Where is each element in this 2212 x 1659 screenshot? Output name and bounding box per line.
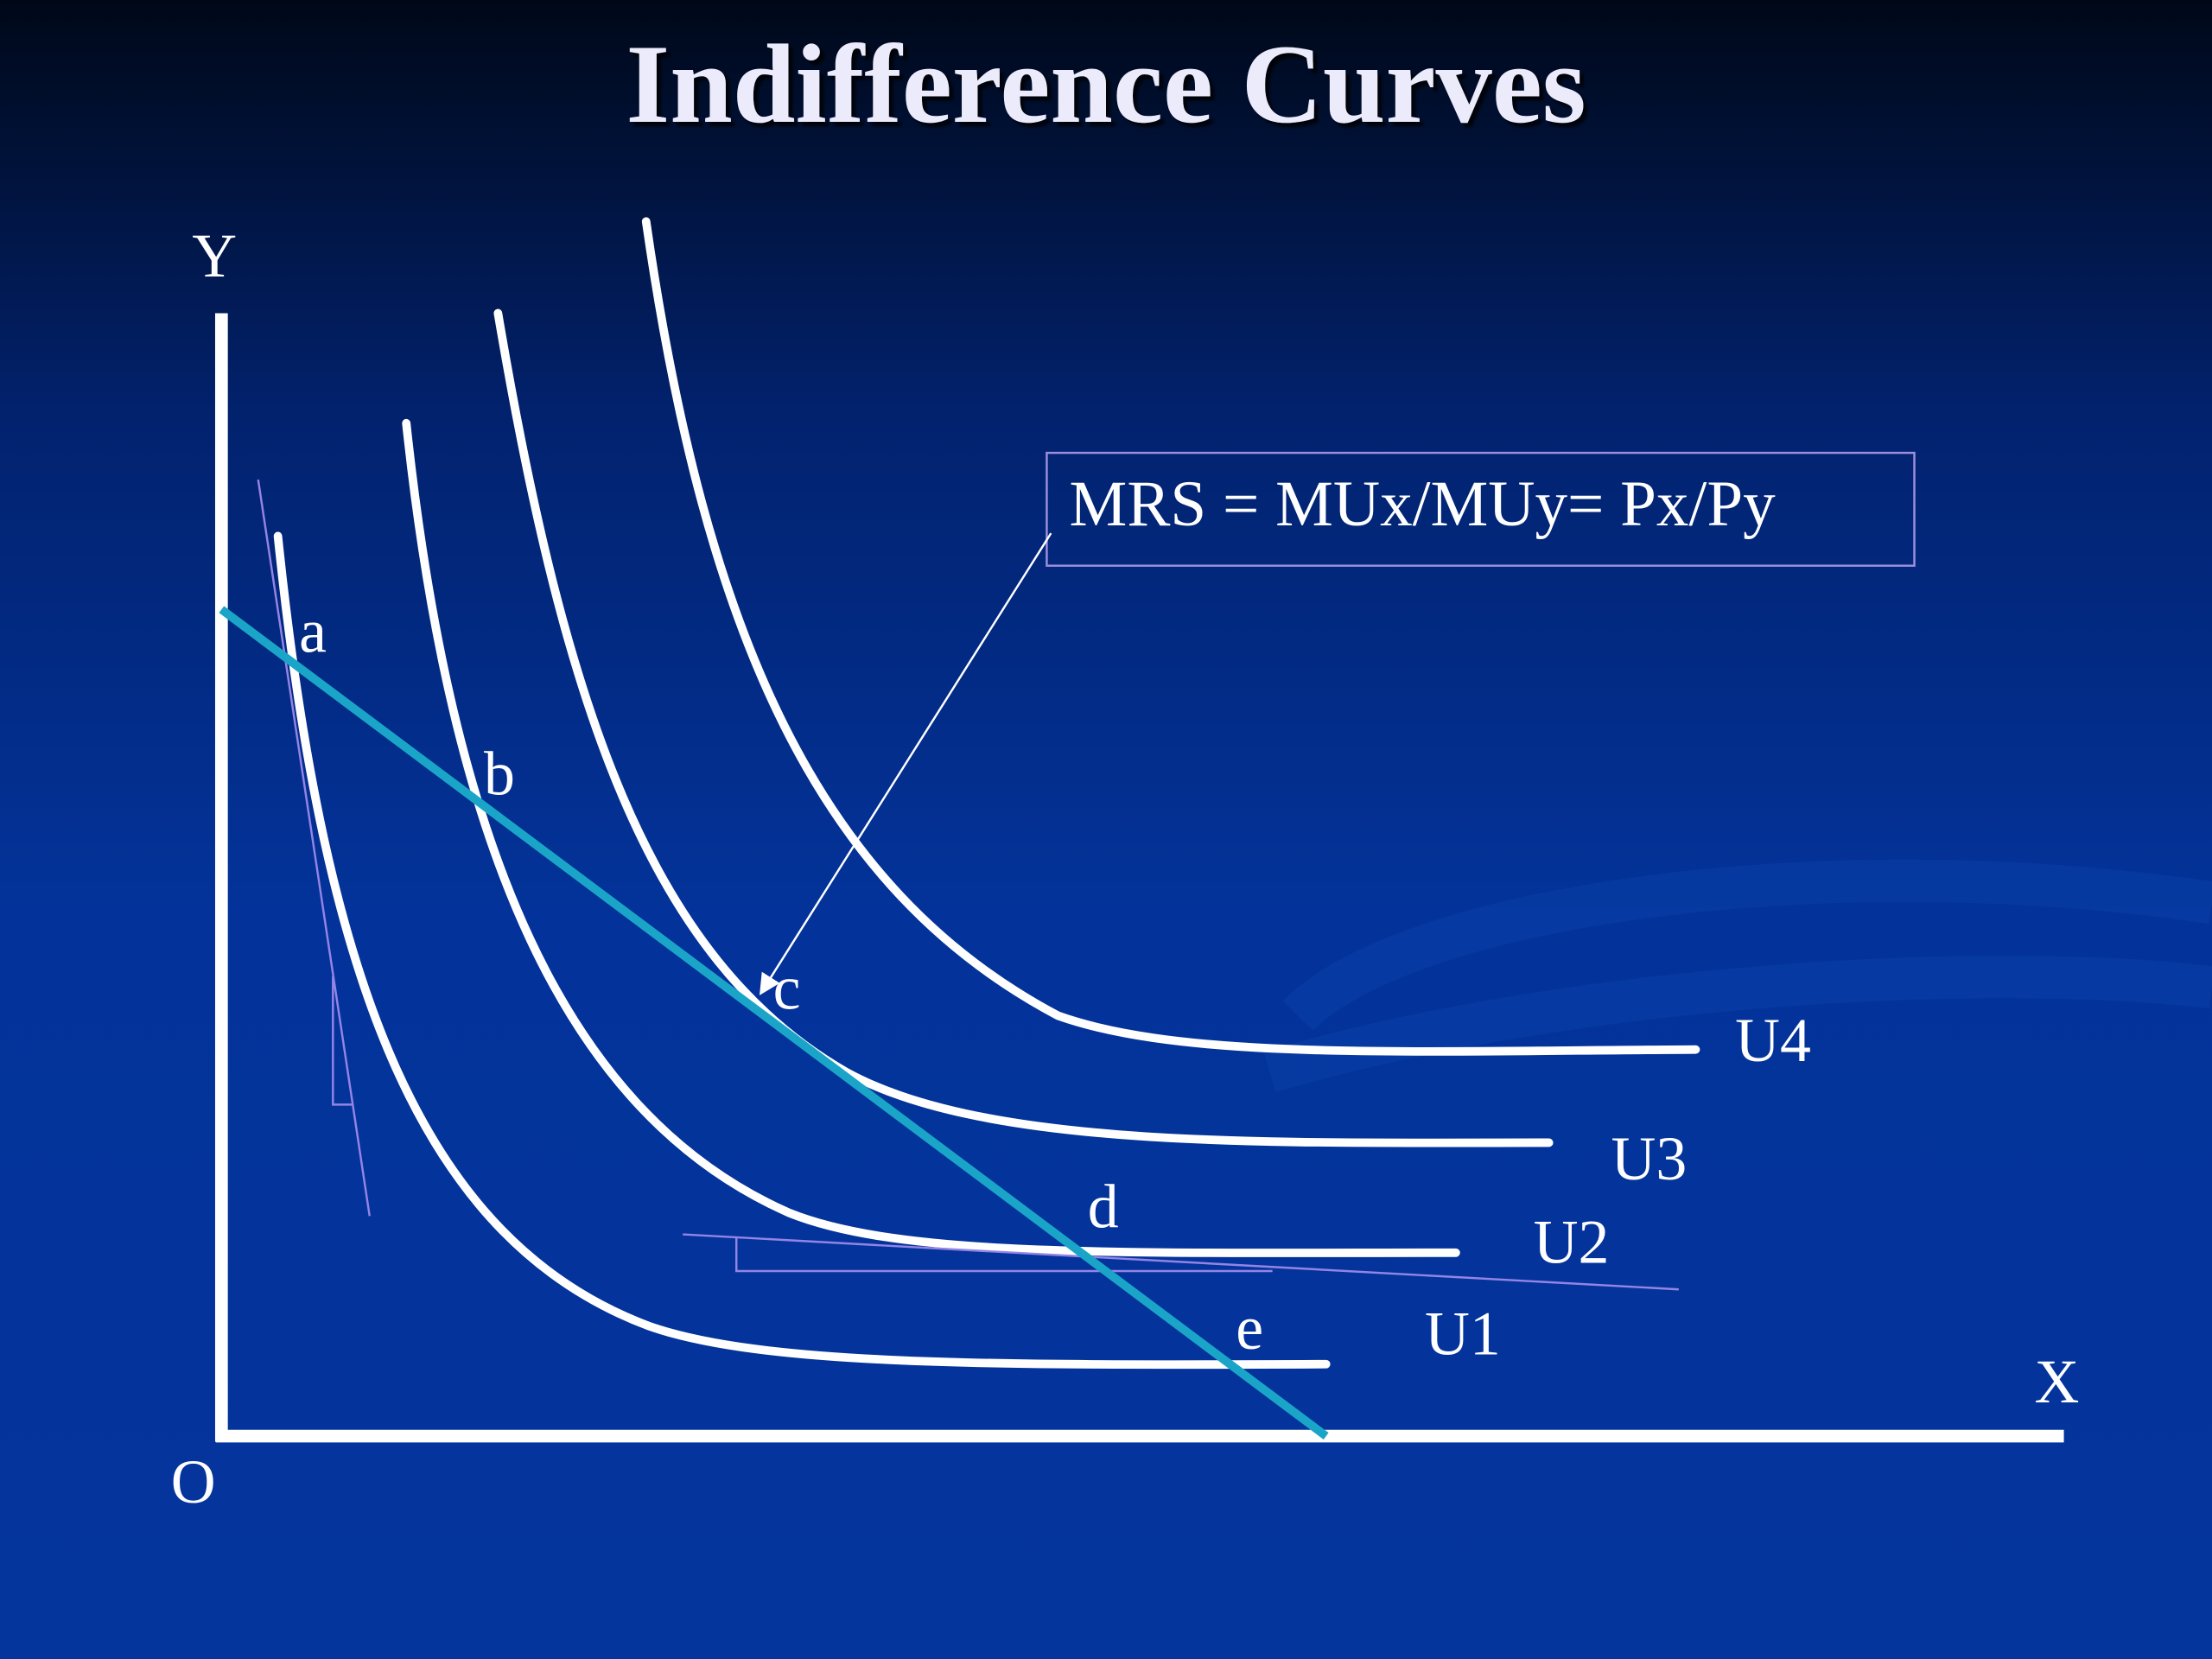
budget-line [219, 606, 1329, 1440]
slope-triangle-d [735, 1236, 1273, 1273]
point-label: c [773, 954, 801, 1023]
decoration [1263, 859, 2212, 1093]
curve-label: U3 [1611, 1124, 1687, 1193]
tangent-a [257, 479, 371, 1217]
curve-label: U4 [1735, 1006, 1811, 1075]
curve-u2 [402, 418, 1460, 1257]
curve-u1 [273, 531, 1331, 1370]
curve-label: U2 [1534, 1207, 1610, 1276]
origin-label: O [171, 1447, 216, 1516]
slide-title: Indifference Curves [626, 22, 1586, 147]
tangent-d [683, 1233, 1679, 1291]
point-label: a [299, 596, 327, 665]
formula: MRS = MUx/MUy= Px/Py [1070, 468, 1777, 540]
curve-label: U1 [1425, 1300, 1501, 1369]
curve-u4 [641, 217, 1700, 1056]
formula-box [1046, 451, 1916, 567]
slope-triangle-a [332, 976, 353, 1106]
x-axis-label: X [2034, 1347, 2079, 1416]
point-label: d [1088, 1173, 1119, 1242]
point-label: e [1236, 1294, 1263, 1363]
formula-arrow [760, 532, 1052, 995]
point-label: b [484, 739, 515, 808]
y-axis-label: Y [192, 221, 237, 290]
